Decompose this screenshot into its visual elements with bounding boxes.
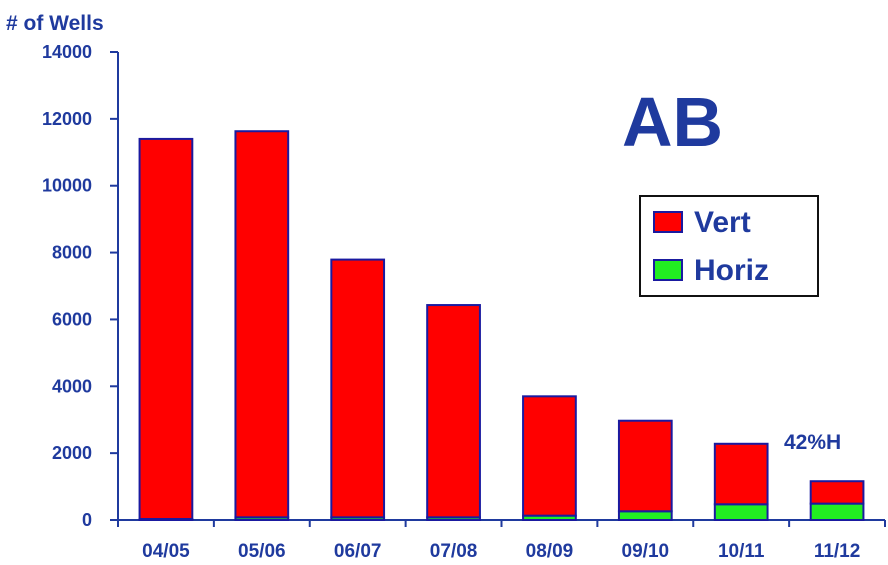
- legend-swatch-vert: [653, 211, 683, 233]
- y-tick-label: 4000: [52, 376, 92, 396]
- bar-vert: [617, 419, 673, 513]
- y-tick-label: 14000: [42, 42, 92, 62]
- annotation-label: 42%H: [784, 431, 841, 454]
- x-tick-label: 10/11: [718, 541, 765, 562]
- chart-title: AB: [622, 83, 723, 161]
- x-tick-label: 04/05: [142, 541, 190, 562]
- y-axis-label: # of Wells: [6, 12, 104, 35]
- x-tick-label: 07/08: [430, 541, 478, 562]
- bar-vert: [522, 395, 577, 517]
- bar-vert: [330, 258, 386, 519]
- y-tick-label: 2000: [52, 443, 92, 463]
- bar-vert: [809, 480, 865, 505]
- x-tick-label: 08/09: [526, 541, 574, 562]
- y-tick-label: 10000: [42, 176, 92, 196]
- legend-swatch-horiz: [653, 259, 683, 281]
- bar-vert: [138, 137, 194, 520]
- axes: 0 2000 4000 6000 8000 10000 12000 14000 04/05 05/…: [42, 42, 886, 562]
- x-tick-label: 05/06: [238, 541, 286, 562]
- x-tick-label: 09/10: [622, 541, 670, 562]
- legend: Vert Horiz: [639, 195, 819, 297]
- bar-vert: [426, 304, 481, 519]
- y-tick-label: 8000: [52, 243, 92, 263]
- bar-vert: [713, 442, 769, 506]
- bar-horiz: [617, 510, 673, 521]
- bar-vert: [234, 130, 290, 519]
- y-tick-label: 6000: [52, 309, 92, 329]
- x-tick-label: 06/07: [334, 541, 382, 562]
- y-tick-label: 0: [82, 510, 92, 530]
- legend-label-horiz: Horiz: [694, 254, 769, 287]
- bars: [138, 130, 865, 522]
- x-tick-label: 11/12: [814, 541, 861, 562]
- legend-label-vert: Vert: [694, 206, 751, 239]
- y-tick-label: 12000: [42, 109, 92, 129]
- bar-horiz: [809, 502, 865, 521]
- bar-horiz: [713, 503, 769, 522]
